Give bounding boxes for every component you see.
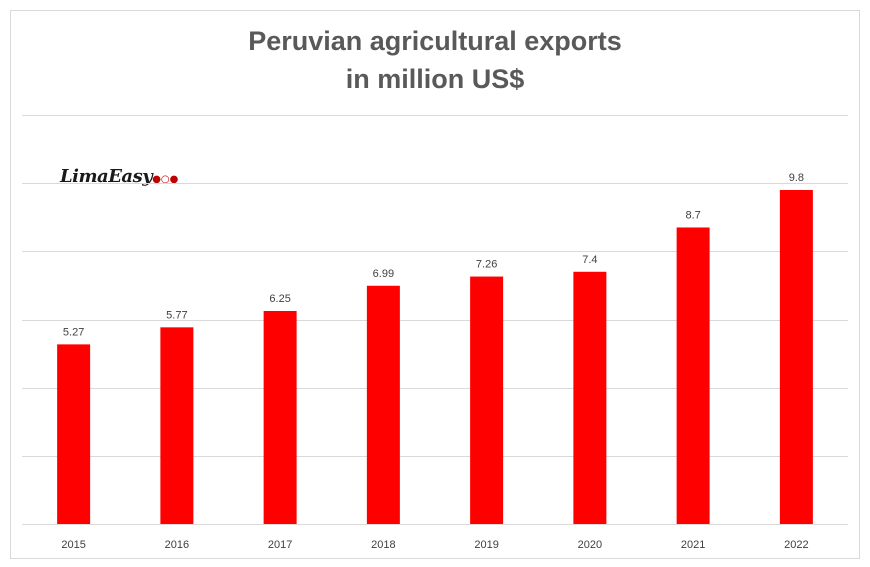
- data-label-2015: 5.27: [63, 326, 84, 338]
- x-tick-2016: 2016: [165, 539, 189, 551]
- bar-2015: [57, 344, 91, 524]
- data-labels: 5.27 5.77 6.25 6.99 7.26 7.4 8.7 9.8: [63, 172, 804, 338]
- bar-2021: [676, 227, 710, 524]
- chart-frame: [10, 10, 860, 559]
- x-tick-2020: 2020: [578, 539, 602, 551]
- logo-dots-icon: ●○●: [152, 174, 179, 185]
- x-tick-2019: 2019: [474, 539, 498, 551]
- data-label-2016: 5.77: [166, 309, 187, 321]
- bars: [57, 189, 813, 524]
- bar-2020: [573, 271, 607, 524]
- chart-title-line-2: in million US$: [345, 64, 525, 94]
- bar-2018: [366, 285, 400, 524]
- x-tick-2015: 2015: [61, 539, 85, 551]
- bar-2022: [779, 189, 813, 524]
- x-tick-2022: 2022: [784, 539, 808, 551]
- bar-2016: [160, 327, 194, 524]
- data-label-2019: 7.26: [476, 259, 497, 271]
- x-tick-2017: 2017: [268, 539, 292, 551]
- gridlines: [22, 115, 848, 525]
- logo-text: LimaEasy: [60, 166, 153, 187]
- data-label-2022: 9.8: [789, 172, 804, 184]
- data-label-2018: 6.99: [373, 268, 394, 280]
- bar-2019: [470, 276, 504, 524]
- data-label-2017: 6.25: [269, 293, 290, 305]
- data-label-2021: 8.7: [685, 209, 700, 221]
- data-label-2020: 7.4: [582, 254, 597, 266]
- chart-title-line-1: Peruvian agricultural exports: [248, 26, 622, 56]
- chart-title: Peruvian agricultural exports in million…: [0, 22, 870, 98]
- limaeasy-logo: LimaEasy●○●: [60, 166, 178, 187]
- bar-2017: [263, 310, 297, 524]
- x-tick-2018: 2018: [371, 539, 395, 551]
- x-axis-ticks: 2015 2016 2017 2018 2019 2020 2021 2022: [61, 539, 808, 551]
- x-tick-2021: 2021: [681, 539, 705, 551]
